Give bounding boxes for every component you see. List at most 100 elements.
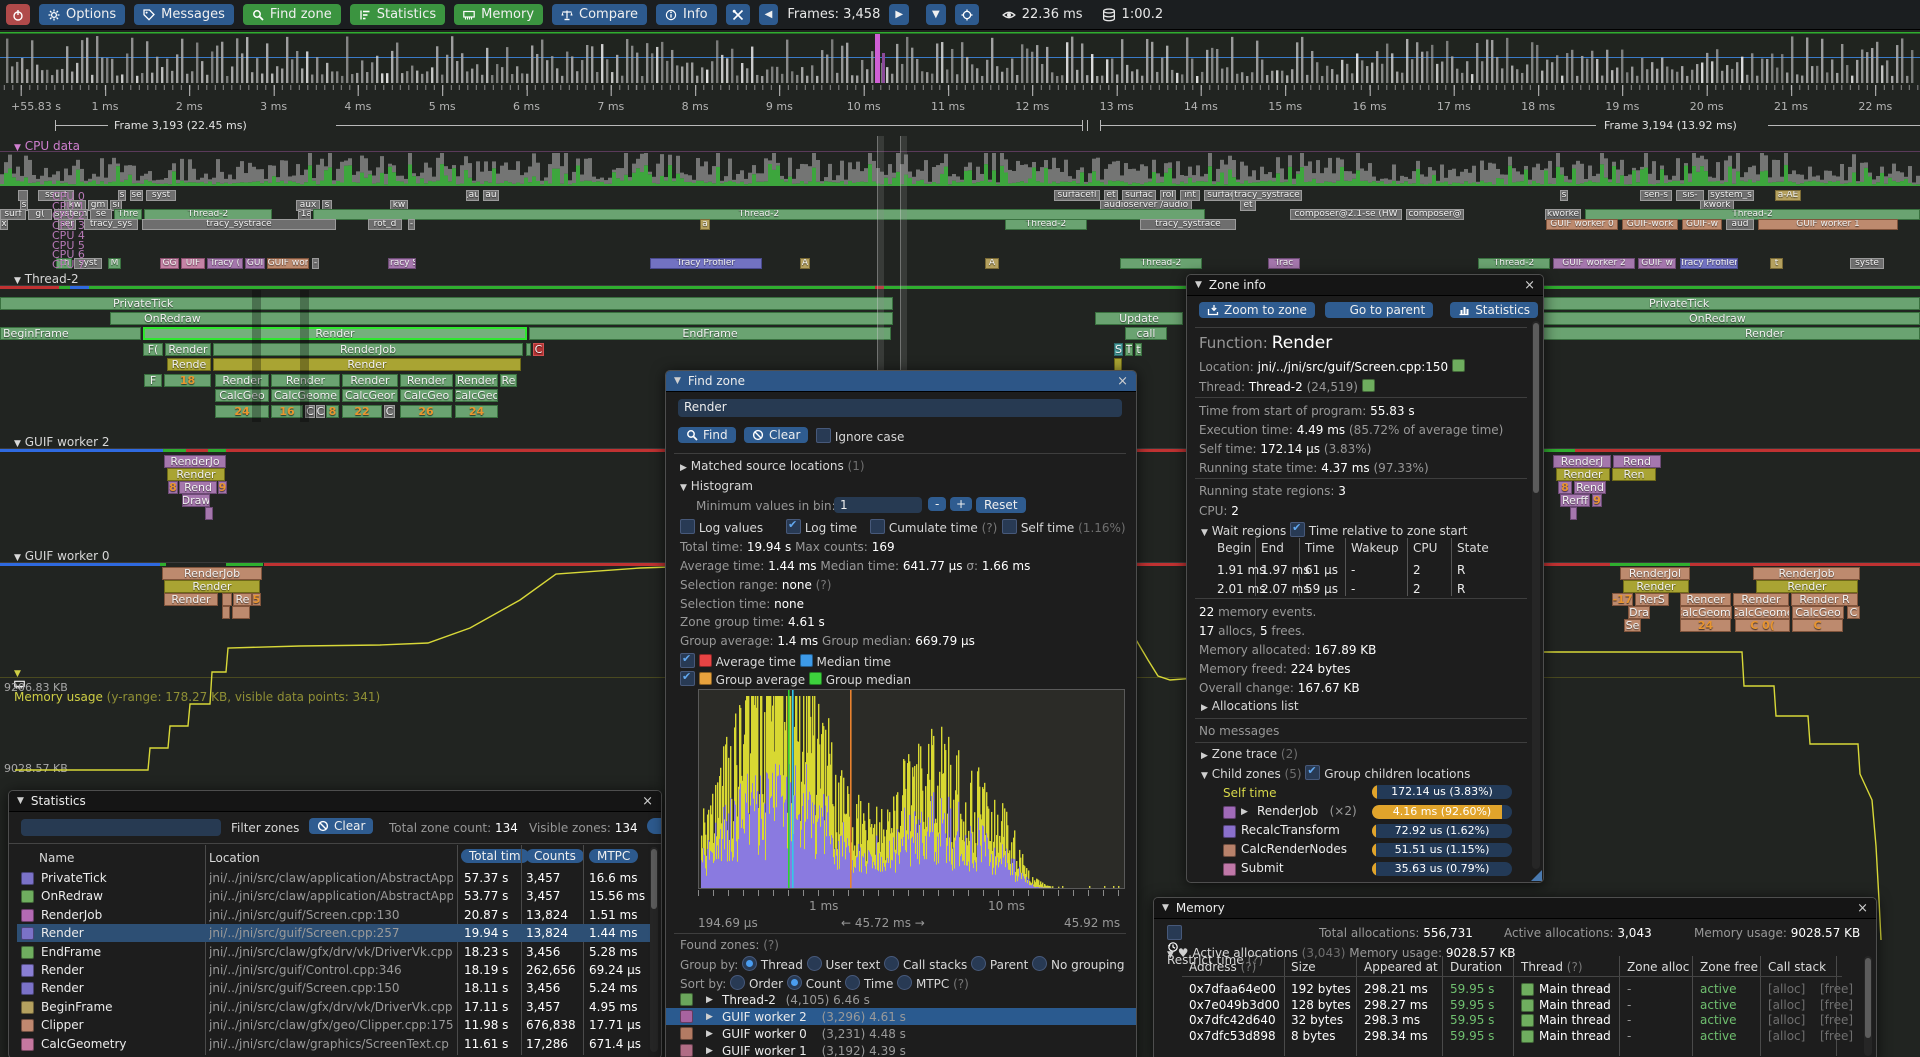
source-color-swatch[interactable]: [1452, 359, 1465, 372]
timeline-zone[interactable]: Rerff: [1560, 494, 1590, 507]
statistics-row[interactable]: PrivateTick jni/../jni/src/claw/applicati…: [9, 871, 661, 889]
timeline-zone[interactable]: 8: [1558, 481, 1572, 494]
timeline-zone[interactable]: [205, 507, 213, 520]
cpu-zone-chip[interactable]: tracy_systrace: [142, 219, 336, 231]
statistics-button[interactable]: Statistics: [349, 4, 446, 25]
cpu-zone-chip[interactable]: Thread-2: [1478, 257, 1550, 269]
cpu-zone-chip[interactable]: aud: [1726, 219, 1754, 231]
cpu-zone-chip[interactable]: ser: [58, 219, 76, 231]
timeline-zone[interactable]: Re: [500, 374, 517, 387]
timeline-zone[interactable]: Render: [164, 593, 218, 606]
collapse-icon[interactable]: ▼: [1162, 903, 1169, 913]
cpu-zone-chip[interactable]: Tracy Profiler: [650, 257, 762, 269]
timeline-zone[interactable]: Render: [1623, 580, 1689, 593]
cpu-zone-chip[interactable]: syst: [74, 257, 102, 269]
timeline-zone[interactable]: call: [1125, 327, 1167, 340]
timeline-zone[interactable]: (CalcGeomet: [1734, 606, 1790, 619]
statistics-row[interactable]: EndFrame jni/../jni/src/claw/gfx/drv/vk/D…: [9, 945, 661, 963]
group-by-thread[interactable]: [742, 956, 758, 971]
timeline-zone[interactable]: 18: [164, 374, 211, 387]
timeline-zone[interactable]: BeginFrame: [0, 327, 141, 340]
timeline-zone[interactable]: 26: [400, 405, 452, 418]
timeline-zone[interactable]: CalcGeo: [400, 389, 453, 402]
allocation-row[interactable]: 0x7dfc42d640 32 bytes 298.3 ms 59.95 s Main …: [1189, 1013, 1854, 1027]
found-zone-group[interactable]: ▶ GUIF worker 2 (3,296) 4.61 s: [666, 1010, 1136, 1027]
memory-col-thread[interactable]: Thread (?): [1521, 960, 1583, 974]
timeline-zone[interactable]: CalcGeor: [342, 389, 398, 402]
info-button[interactable]: Info: [656, 4, 717, 25]
timeline-zone[interactable]: PrivateTick: [0, 297, 893, 310]
timeline-zone[interactable]: C 0(: [1735, 619, 1790, 632]
cpu-zone-chip[interactable]: GUI: [245, 257, 265, 269]
collapse-icon[interactable]: ▼: [17, 796, 24, 806]
clear-filter-button[interactable]: Clear: [309, 818, 374, 834]
memory-col-duration[interactable]: Duration: [1450, 960, 1503, 974]
cpu-zone-chip[interactable]: GG: [160, 257, 179, 269]
timeline-zone[interactable]: Rend: [1613, 455, 1661, 468]
timeline-zone[interactable]: [222, 593, 232, 606]
collapse-icon[interactable]: ▼: [1195, 280, 1202, 290]
draw-group-avg-checkbox[interactable]: [680, 670, 695, 686]
scrollbar[interactable]: [1532, 321, 1540, 869]
cpu-zone-chip[interactable]: s: [1560, 190, 1568, 201]
statistics-row[interactable]: RenderJob jni/../jni/src/guif/Screen.cpp:…: [9, 908, 661, 926]
frame-label[interactable]: Frame 3,193 (22.45 ms): [110, 119, 251, 132]
found-zone-group[interactable]: ▶ Thread-2 (4,105) 6.46 s: [666, 993, 1136, 1010]
timeline-zone[interactable]: Render: [400, 374, 453, 387]
cpu-zone-chip[interactable]: GUIF worker 2: [1553, 257, 1635, 269]
memory-button[interactable]: Memory: [454, 4, 544, 25]
timeline-zone[interactable]: [1570, 507, 1577, 520]
cpu-zone-chip[interactable]: A: [800, 257, 810, 269]
cpu-zone-chip[interactable]: surf: [0, 209, 26, 221]
timeline-zone[interactable]: Render: [1556, 468, 1610, 481]
timeline-zone[interactable]: RenderJob: [1753, 567, 1860, 580]
timeline-zone[interactable]: C: [384, 405, 395, 418]
timeline-zone[interactable]: Render: [271, 374, 340, 387]
zone-info-statistics-button[interactable]: Statistics: [1450, 302, 1539, 318]
timeline-zone[interactable]: Render: [215, 374, 269, 387]
timeline-zone[interactable]: Render R: [1791, 593, 1858, 606]
cpu-zone-chip[interactable]: composer@: [1406, 209, 1464, 221]
log-time-checkbox[interactable]: [786, 518, 801, 534]
timeline-zone[interactable]: Rend: [1574, 481, 1606, 494]
close-icon[interactable]: ×: [642, 793, 653, 809]
wait-regions-header[interactable]: ▼ Wait regions Time relative to zone sta…: [1201, 521, 1467, 538]
close-icon[interactable]: ×: [1117, 373, 1128, 389]
cpu-zone-chip[interactable]: et: [1240, 199, 1256, 211]
frame-overview-strip[interactable]: [0, 31, 1920, 85]
memory-col-size[interactable]: Size: [1291, 960, 1316, 974]
find-zone-histogram[interactable]: [698, 689, 1125, 889]
timeline-zone[interactable]: Dra: [1628, 606, 1650, 619]
zone-info-titlebar[interactable]: ▼ Zone info ×: [1187, 275, 1543, 296]
compare-button[interactable]: Compare: [552, 4, 648, 25]
timeline-zone[interactable]: 24: [455, 405, 498, 418]
group-by-call-stacks[interactable]: [884, 956, 900, 971]
timeline-zone[interactable]: [232, 606, 250, 619]
cpu-zone-chip[interactable]: Thread-2: [313, 209, 1205, 221]
timeline-zone[interactable]: 22: [342, 405, 382, 418]
cpu-zone-chip[interactable]: GUIF-work: [1622, 219, 1678, 231]
scrollbar[interactable]: [650, 847, 658, 1052]
ignore-case-checkbox[interactable]: [816, 428, 831, 443]
reset-button[interactable]: Reset: [976, 497, 1026, 513]
frame-band[interactable]: Frame 3,193 (22.45 ms) Frame 3,194 (13.92…: [0, 117, 1920, 134]
timeline-zone[interactable]: F(: [143, 343, 163, 356]
column-header-total-time[interactable]: Total tim: [461, 849, 529, 863]
timeline-zone[interactable]: Re: [233, 593, 252, 606]
timeline-zone[interactable]: 5: [252, 593, 261, 606]
cpu-zone-chip[interactable]: Tracy S: [388, 257, 416, 269]
active-allocations-header[interactable]: ▼ ♥ Active allocations (3,043) Memory us…: [1167, 946, 1516, 960]
timeline-zone[interactable]: C: [1792, 619, 1843, 632]
group-by-user-text[interactable]: [806, 956, 822, 971]
statistics-titlebar[interactable]: ▼ Statistics ×: [9, 791, 661, 812]
timeline-zone[interactable]: Rende: [167, 358, 211, 371]
cpu-zone-chip[interactable]: GUIF w: [1638, 257, 1676, 269]
cpu-zone-chip[interactable]: A: [985, 257, 999, 269]
timeline-zone[interactable]: C: [305, 405, 315, 418]
next-frame-button[interactable]: ▶: [889, 4, 910, 25]
statistics-row[interactable]: BeginFrame jni/../jni/src/claw/gfx/drv/vk…: [9, 1000, 661, 1018]
filter-input[interactable]: [21, 819, 221, 836]
bin-plus-button[interactable]: +: [950, 497, 973, 511]
matched-source-locations[interactable]: ▶ Matched source locations (1): [680, 459, 865, 473]
scrollbar-thumb[interactable]: [1865, 958, 1871, 1038]
